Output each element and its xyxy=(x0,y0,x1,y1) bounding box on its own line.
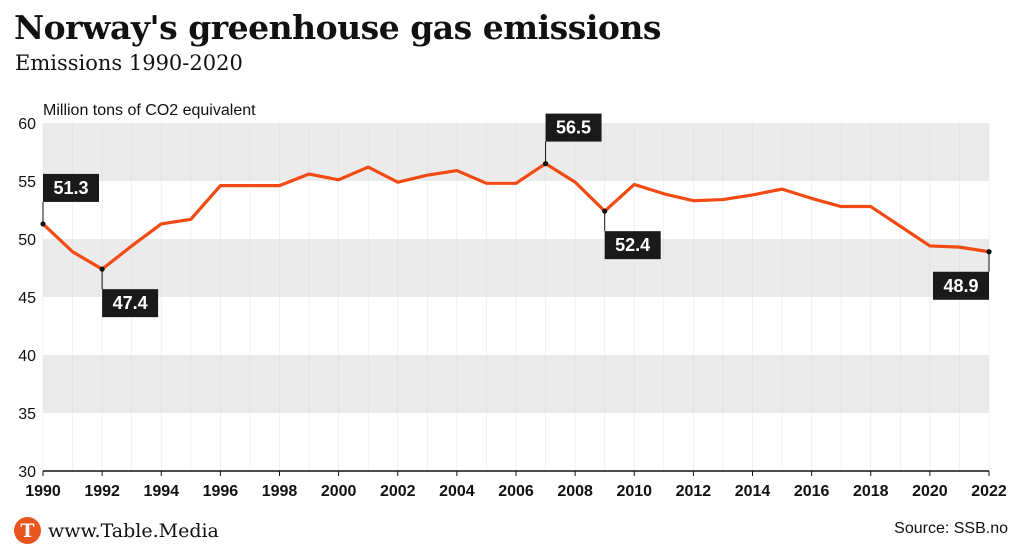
y-axis-label: Million tons of CO2 equivalent xyxy=(43,102,256,119)
y-tick-label: 60 xyxy=(18,116,36,133)
brand-url: www.Table.Media xyxy=(48,519,219,542)
data-label-box xyxy=(604,231,661,260)
x-tick-label: 2008 xyxy=(557,483,593,500)
data-label-box xyxy=(43,173,99,202)
x-tick-label: 1994 xyxy=(143,483,179,500)
x-tick-label: 2014 xyxy=(735,483,771,500)
x-tick-label: 1990 xyxy=(25,483,61,500)
x-tick-label: 2020 xyxy=(912,483,948,500)
data-label-box xyxy=(933,271,989,300)
data-label-box xyxy=(545,113,602,142)
x-tick-label: 1992 xyxy=(84,483,120,500)
x-tick-label: 1998 xyxy=(262,483,298,500)
data-label-text: 51.3 xyxy=(53,178,88,198)
y-tick-label: 35 xyxy=(18,406,36,423)
data-label-2007: 56.5 xyxy=(542,113,602,167)
annotations: 51.3 47.4 56.5 52.4 48.9 xyxy=(40,113,992,318)
data-label-2022: 48.9 xyxy=(933,249,992,300)
x-tick-label: 2006 xyxy=(498,483,534,500)
table-media-logo-icon: T xyxy=(14,517,41,544)
data-label-text: 48.9 xyxy=(943,276,978,296)
data-point-marker xyxy=(542,161,549,167)
x-tick-label: 2016 xyxy=(794,483,830,500)
y-axis-ticks: 30 35 40 45 50 55 60 xyxy=(18,116,36,481)
x-tick-label: 2022 xyxy=(971,483,1007,500)
data-label-2009: 52.4 xyxy=(602,208,661,260)
x-tick-label: 2004 xyxy=(439,483,475,500)
brand-logo: T www.Table.Media xyxy=(14,517,219,544)
data-point-marker xyxy=(99,266,105,272)
y-tick-label: 40 xyxy=(18,348,36,365)
series-line-emissions xyxy=(41,162,991,271)
data-label-box xyxy=(102,289,159,318)
x-tick-label: 2018 xyxy=(853,483,889,500)
x-tick-label: 2012 xyxy=(676,483,712,500)
data-point-marker xyxy=(40,221,46,227)
y-tick-label: 55 xyxy=(18,174,36,191)
data-point-marker xyxy=(986,249,992,255)
x-tick-label: 2010 xyxy=(616,483,652,500)
data-label-1990: 51.3 xyxy=(40,173,99,227)
data-label-text: 56.5 xyxy=(556,118,591,138)
x-tick-label: 2000 xyxy=(321,483,357,500)
data-label-text: 52.4 xyxy=(615,235,650,255)
data-label-1992: 47.4 xyxy=(99,266,159,318)
x-tick-label: 2002 xyxy=(380,483,416,500)
data-point-marker xyxy=(602,208,608,214)
x-axis-ticks: 1990 1992 1994 1996 1998 2000 2002 2004 2006 2008… xyxy=(25,471,1007,500)
y-tick-label: 30 xyxy=(18,464,36,481)
y-tick-label: 45 xyxy=(18,290,36,307)
chart-title: Norway's greenhouse gas emissions xyxy=(14,8,661,47)
y-tick-label: 50 xyxy=(18,232,36,249)
x-tick-label: 1996 xyxy=(203,483,239,500)
source-note: Source: SSB.no xyxy=(894,520,1008,537)
series-group xyxy=(41,162,991,271)
data-label-text: 47.4 xyxy=(113,293,148,313)
chart-subtitle: Emissions 1990-2020 xyxy=(15,51,243,75)
